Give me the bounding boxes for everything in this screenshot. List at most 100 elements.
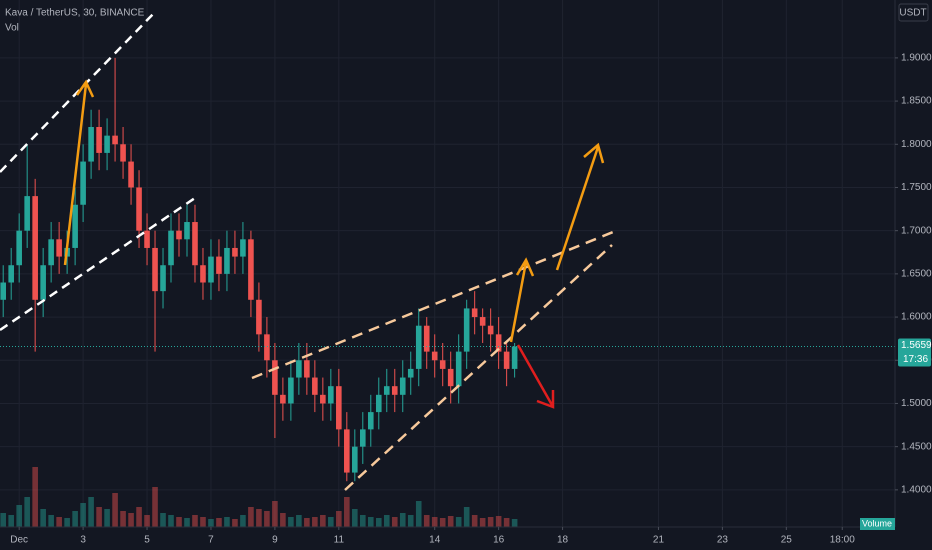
candle-body: [128, 161, 134, 188]
volume-bar: [455, 517, 462, 527]
volume-bar: [344, 497, 350, 527]
candle-body: [479, 317, 486, 326]
volume-bar: [96, 507, 102, 527]
volume-bar: [359, 515, 366, 527]
candle-body: [359, 429, 366, 447]
volume-bar: [312, 517, 318, 527]
candle-body: [40, 265, 46, 300]
volume-bar: [487, 517, 494, 527]
candle-body: [96, 126, 102, 153]
volume-bar: [383, 515, 390, 527]
candle-body: [352, 446, 358, 473]
x-tick-label: 18: [557, 535, 569, 546]
candle-body: [288, 377, 294, 404]
last-price: 1.5659: [901, 340, 932, 351]
x-tick-label: 9: [272, 535, 278, 546]
volume-bars: [0, 467, 518, 527]
candle-body: [240, 239, 246, 257]
volume-bar: [56, 517, 62, 527]
volume-label-box: [860, 518, 895, 530]
volume-bar: [240, 515, 246, 527]
volume-bar: [352, 509, 358, 527]
candle-body: [256, 299, 262, 335]
y-tick-label: 1.6000: [901, 312, 932, 323]
candle-body: [176, 230, 182, 240]
candle-body: [487, 325, 494, 335]
volume-bar: [80, 503, 86, 527]
axis-labels: 1.40001.45001.50001.55001.60001.65001.70…: [10, 53, 932, 546]
candle-body: [304, 360, 310, 378]
volume-bar: [184, 518, 190, 527]
x-tick-label: 16: [493, 535, 505, 546]
volume-bar: [32, 467, 38, 527]
volume-bar: [415, 501, 422, 527]
volume-bar: [0, 513, 6, 527]
arrow: [516, 344, 555, 409]
volume-bar: [511, 519, 518, 527]
arrow: [63, 79, 95, 266]
y-tick-label: 1.8500: [901, 96, 932, 107]
volume-bar: [296, 515, 302, 527]
price-axis: [895, 0, 932, 550]
volume-bar: [232, 519, 238, 527]
candle-body: [192, 222, 198, 266]
candle-body: [72, 204, 78, 248]
candle-body: [320, 394, 326, 404]
candle-body: [136, 187, 142, 231]
candle-body: [296, 360, 302, 378]
candle-body: [80, 161, 86, 205]
candle-body: [447, 368, 454, 387]
y-tick-label: 1.4500: [901, 441, 932, 452]
time-axis: [0, 527, 932, 550]
volume-bar: [16, 505, 22, 527]
candle-body: [24, 196, 30, 231]
candle-body: [224, 247, 230, 274]
price-label-box: [898, 338, 931, 367]
x-tick-label: 18:00: [830, 535, 855, 546]
volume-bar: [328, 517, 334, 527]
volume-bar: [40, 509, 46, 527]
volume-bar: [112, 493, 118, 527]
volume-bar: [503, 518, 510, 527]
candle-body: [0, 282, 6, 300]
x-tick-label: 3: [80, 535, 86, 546]
volume-bar: [152, 487, 158, 527]
volume-bar: [224, 517, 230, 527]
candle-body: [160, 265, 166, 292]
volume-bar: [72, 511, 78, 527]
candle-body: [391, 386, 398, 395]
volume-bar: [8, 515, 14, 527]
candle-body: [104, 135, 110, 153]
volume-bar: [423, 515, 430, 527]
candle-body: [455, 351, 462, 387]
candle-body: [511, 346, 518, 369]
candle-body: [312, 377, 318, 395]
candle-body: [56, 239, 62, 257]
x-tick-label: 23: [717, 535, 729, 546]
volume-bar: [439, 518, 446, 527]
candle-body: [463, 308, 470, 352]
volume-bar: [367, 517, 374, 527]
volume-bar: [248, 507, 254, 527]
candle-body: [431, 351, 438, 361]
drawings: [0, 11, 619, 491]
volume-bar: [280, 513, 286, 527]
candle-body: [336, 386, 342, 430]
volume-bar: [192, 515, 198, 527]
volume-bar: [128, 513, 134, 527]
volume-bar: [431, 517, 438, 527]
candle-body: [168, 230, 174, 266]
y-tick-label: 1.6500: [901, 269, 932, 280]
y-tick-label: 1.7000: [901, 225, 932, 236]
candle-body: [367, 412, 374, 430]
candle-body: [48, 239, 54, 266]
y-tick-label: 1.8000: [901, 139, 932, 150]
volume-bar: [136, 507, 142, 527]
candle-body: [184, 222, 190, 240]
volume-bar: [176, 517, 182, 527]
candle-body: [471, 308, 478, 318]
volume-bar: [208, 519, 214, 527]
volume-bar: [304, 518, 310, 527]
